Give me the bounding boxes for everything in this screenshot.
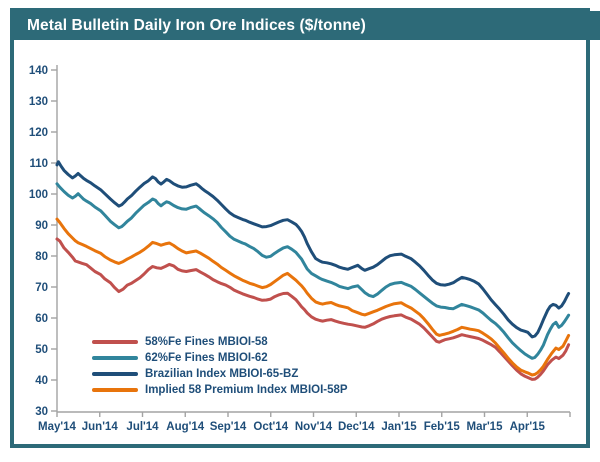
legend-item: Implied 58 Premium Index MBIOI-58P: [92, 384, 348, 396]
svg-text:70: 70: [35, 282, 48, 294]
svg-text:60: 60: [35, 313, 48, 325]
svg-text:Oct'14: Oct'14: [253, 421, 288, 433]
svg-text:May'14: May'14: [38, 421, 77, 433]
legend-swatch-red-line: [92, 340, 138, 344]
svg-text:80: 80: [35, 251, 48, 263]
legend-swatch-teal-line: [92, 356, 138, 360]
svg-text:Sep'14: Sep'14: [210, 421, 247, 433]
legend-label: 58%Fe Fines MBIOI-58: [145, 336, 268, 348]
svg-text:Nov'14: Nov'14: [295, 421, 333, 433]
svg-text:30: 30: [35, 406, 48, 418]
legend-swatch-navy-line: [92, 372, 138, 376]
svg-text:90: 90: [35, 220, 48, 232]
legend-label: Brazilian Index MBIOI-65-BZ: [145, 368, 299, 380]
legend-item: 62%Fe Fines MBIOI-62: [92, 352, 348, 364]
svg-text:100: 100: [29, 189, 48, 201]
svg-text:Jul'14: Jul'14: [126, 421, 159, 433]
svg-text:Feb'15: Feb'15: [424, 421, 461, 433]
svg-text:Dec'14: Dec'14: [338, 421, 375, 433]
legend-label: 62%Fe Fines MBIOI-62: [145, 352, 268, 364]
axes-group: [51, 65, 571, 417]
legend: 58%Fe Fines MBIOI-58 62%Fe Fines MBIOI-6…: [92, 336, 348, 396]
svg-text:50: 50: [35, 344, 48, 356]
svg-text:110: 110: [29, 158, 48, 170]
chart-title-bar: Metal Bulletin Daily Iron Ore Indices ($…: [13, 11, 600, 40]
chart-title: Metal Bulletin Daily Iron Ore Indices ($…: [27, 16, 366, 34]
svg-text:40: 40: [35, 375, 48, 387]
svg-text:Jan'15: Jan'15: [381, 421, 417, 433]
legend-swatch-orange-line: [92, 388, 138, 392]
series-lines-group: [55, 160, 571, 381]
svg-text:Aug'14: Aug'14: [166, 421, 204, 433]
legend-item: 58%Fe Fines MBIOI-58: [92, 336, 348, 348]
legend-item: Brazilian Index MBIOI-65-BZ: [92, 368, 348, 380]
legend-label: Implied 58 Premium Index MBIOI-58P: [145, 384, 348, 396]
svg-text:Apr'15: Apr'15: [510, 421, 546, 433]
svg-text:130: 130: [29, 96, 48, 108]
svg-text:Jun'14: Jun'14: [82, 421, 119, 433]
axis-labels-group: 30 40 50 60 70 80 90 100 110 120 130 140 May'14 Jun'1…: [29, 65, 546, 433]
svg-text:140: 140: [29, 65, 48, 77]
svg-text:120: 120: [29, 127, 48, 139]
svg-text:Mar'15: Mar'15: [467, 421, 504, 433]
